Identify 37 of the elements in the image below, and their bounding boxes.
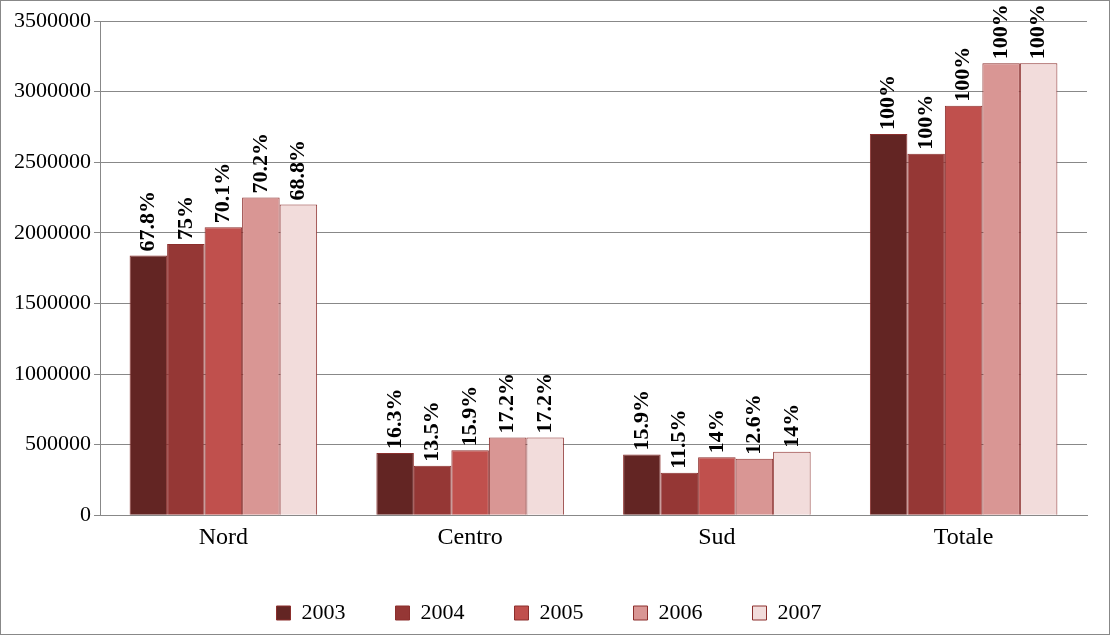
annotation: 12.6% <box>740 394 766 455</box>
y-tick-label: 3000000 <box>14 77 91 103</box>
annotation: 17.2% <box>493 373 519 434</box>
annotation: 15.9% <box>627 389 653 451</box>
legend-label: 2004 <box>420 598 465 624</box>
legend-label: 2007 <box>777 598 822 624</box>
annotation: 100% <box>949 46 975 102</box>
y-tick-label: 1000000 <box>14 359 91 385</box>
annotation: 13.5% <box>418 401 444 462</box>
y-tick-label: 2000000 <box>14 218 91 244</box>
y-tick-label: 0 <box>80 500 91 526</box>
y-tick-label: 500000 <box>25 430 91 456</box>
annotation: 100% <box>911 94 937 150</box>
legend-label: 2003 <box>301 598 346 624</box>
annotation: 100% <box>874 74 900 130</box>
annotation: 100% <box>986 4 1012 60</box>
annotation: 70.1% <box>209 162 235 224</box>
x-tick-label: Nord <box>198 522 249 549</box>
annotation: 11.5% <box>665 409 691 469</box>
annotation: 14% <box>702 409 728 454</box>
annotation: 100% <box>1024 4 1050 60</box>
annotation: 17.2% <box>530 373 556 434</box>
y-tick-label: 3500000 <box>14 6 91 32</box>
y-tick-label: 1500000 <box>14 289 91 315</box>
annotation: 16.3% <box>380 388 406 450</box>
legend-label: 2005 <box>539 598 584 624</box>
annotation: 75% <box>171 196 197 241</box>
annotation: 14% <box>777 403 803 448</box>
x-tick-label: Sud <box>698 522 736 549</box>
annotation: 15.9% <box>455 385 481 447</box>
legend-label: 2006 <box>658 598 703 624</box>
x-tick-label: Centro <box>437 522 503 549</box>
x-tick-label: Totale <box>933 522 994 549</box>
annotation: 70.2% <box>246 133 272 194</box>
annotation: 67.8% <box>134 190 160 252</box>
annotation: 68.8% <box>284 140 310 201</box>
y-tick-label: 2500000 <box>14 147 91 173</box>
